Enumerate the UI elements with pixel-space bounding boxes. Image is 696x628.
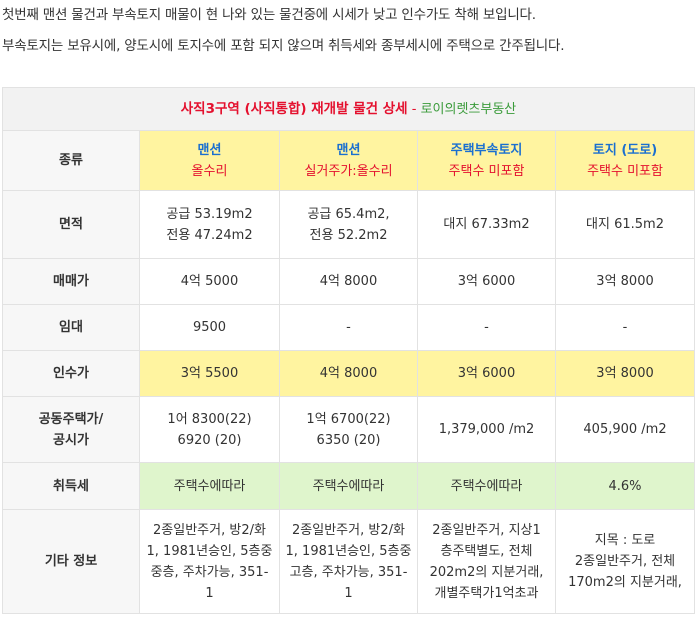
area-line: 전용 47.24m2	[166, 227, 253, 243]
type-main: 맨션	[197, 142, 222, 158]
table-title: 사직3구역 (사직통합) 재개발 물건 상세 - 로이의렛츠부동산	[1, 87, 696, 131]
etc-line: 2종일반주거, 전체	[574, 554, 676, 569]
label-takeover: 인수가	[2, 350, 140, 397]
intro-line-2: 부속토지는 보유시에, 양도시에 토지수에 포함 되지 않으며 취득세와 종부세…	[2, 38, 565, 54]
table-title-text: 사직3구역 (사직통합) 재개발 물건 상세	[180, 100, 408, 117]
etc-line: 지목 : 도로	[594, 533, 656, 548]
price-cell-1: 4억 5000	[139, 258, 280, 305]
acq-cell-3: 주택수에따라	[417, 462, 556, 510]
type-sub: 올수리	[191, 163, 228, 179]
takeover-cell-2: 4억 8000	[279, 350, 418, 397]
area-cell-2: 공급 65.4m2, 전용 52.2m2	[279, 190, 418, 259]
agency-name: 로이의렛츠부동산	[420, 101, 517, 117]
acq-cell-4: 4.6%	[554, 462, 696, 510]
takeover-cell-1: 3억 5500	[139, 350, 280, 397]
price-cell-3: 3억 6000	[417, 258, 556, 305]
acq-cell-1: 주택수에따라	[139, 462, 280, 510]
title-separator: -	[407, 101, 421, 117]
table-title-row: 사직3구역 (사직통합) 재개발 물건 상세 - 로이의렛츠부동산	[1, 87, 696, 131]
table-row-acq-tax: 취득세 주택수에따라 주택수에따라 주택수에따라 4.6%	[2, 462, 696, 510]
type-sub: 주택수 미포함	[587, 163, 663, 179]
public-cell-1: 1어 8300(22) 6920 (20)	[139, 396, 280, 463]
type-main: 맨션	[336, 142, 361, 158]
intro-line-1: 첫번째 맨션 물건과 부속토지 매물이 현 나와 있는 물건중에 시세가 낮고 …	[2, 7, 536, 23]
public-line: 1억 6700(22)	[306, 411, 391, 427]
public-cell-4: 405,900 /m2	[554, 396, 696, 463]
label-type: 종류	[2, 130, 140, 191]
lease-cell-3: -	[417, 304, 556, 351]
takeover-cell-4: 3억 8000	[554, 350, 696, 397]
lease-cell-1: 9500	[139, 304, 280, 351]
type-cell-4: 토지 (도로) 주택수 미포함	[554, 130, 696, 191]
etc-line: 중층, 주차가능, 351-	[150, 564, 269, 580]
label-etc: 기타 정보	[2, 509, 140, 614]
type-sub: 주택수 미포함	[448, 163, 525, 179]
type-main: 주택부속토지	[450, 142, 523, 158]
etc-line: 1	[344, 585, 353, 601]
acq-cell-2: 주택수에따라	[279, 462, 418, 510]
etc-line: 층주택별도, 전체	[440, 543, 533, 559]
label-area: 면적	[2, 190, 140, 259]
area-cell-1: 공급 53.19m2 전용 47.24m2	[139, 190, 280, 259]
etc-cell-3: 2종일반주거, 지상1 층주택별도, 전체 202m2의 지분거래, 개별주택가1억초…	[417, 509, 556, 614]
etc-line: 1	[205, 585, 214, 601]
price-cell-2: 4억 8000	[279, 258, 418, 305]
public-cell-3: 1,379,000 /m2	[417, 396, 556, 463]
etc-line: 2종일반주거, 지상1	[432, 522, 541, 538]
type-sub: 실거주가:올수리	[304, 163, 393, 179]
label-acq-tax: 취득세	[2, 462, 140, 510]
public-line: 6350 (20)	[316, 432, 381, 448]
area-cell-3: 대지 67.33m2	[417, 190, 556, 259]
area-cell-4: 대지 61.5m2	[554, 190, 696, 259]
etc-line: 1, 1981년승인, 5층중	[285, 543, 412, 559]
etc-line: 개별주택가1억초과	[434, 585, 539, 601]
table-row-takeover: 인수가 3억 5500 4억 8000 3억 6000 3억 8000	[2, 350, 696, 397]
takeover-cell-3: 3억 6000	[417, 350, 556, 397]
etc-cell-4: 지목 : 도로 2종일반주거, 전체 170m2의 지분거래,	[554, 509, 696, 614]
etc-line: 1, 1981년승인, 5층중	[146, 543, 273, 559]
area-line: 공급 65.4m2,	[307, 206, 390, 222]
etc-line: 2종일반주거, 방2/화	[292, 522, 405, 538]
label-price: 매매가	[2, 258, 140, 305]
lease-cell-2: -	[279, 304, 418, 351]
label-public-price: 공동주택가/공시가	[2, 396, 140, 463]
table-row-price: 매매가 4억 5000 4억 8000 3억 6000 3억 8000	[2, 258, 696, 305]
etc-line: 170m2의 지분거래,	[568, 575, 682, 590]
area-line: 전용 52.2m2	[309, 227, 388, 243]
area-line: 공급 53.19m2	[166, 206, 253, 222]
table-row-lease: 임대 9500 - - -	[2, 304, 696, 351]
label-line: 공시가	[53, 432, 89, 448]
label-line: 공동주택가/	[38, 411, 104, 427]
price-cell-4: 3억 8000	[554, 258, 696, 305]
public-line: 1어 8300(22)	[167, 411, 252, 427]
label-lease: 임대	[2, 304, 140, 351]
public-cell-2: 1억 6700(22) 6350 (20)	[279, 396, 418, 463]
etc-line: 고층, 주차가능, 351-	[289, 564, 408, 580]
etc-line: 2종일반주거, 방2/화	[153, 522, 266, 538]
table-row-public-price: 공동주택가/공시가 1어 8300(22) 6920 (20) 1억 6700(2…	[2, 396, 696, 463]
type-main: 토지 (도로)	[592, 142, 658, 158]
public-line: 6920 (20)	[177, 432, 242, 448]
table-row-area: 면적 공급 53.19m2 전용 47.24m2 공급 65.4m2, 전용 52.…	[2, 190, 696, 259]
intro-text: 첫번째 맨션 물건과 부속토지 매물이 현 나와 있는 물건중에 시세가 낮고 …	[2, 0, 694, 62]
lease-cell-4: -	[554, 304, 696, 351]
etc-line: 202m2의 지분거래,	[429, 564, 544, 580]
